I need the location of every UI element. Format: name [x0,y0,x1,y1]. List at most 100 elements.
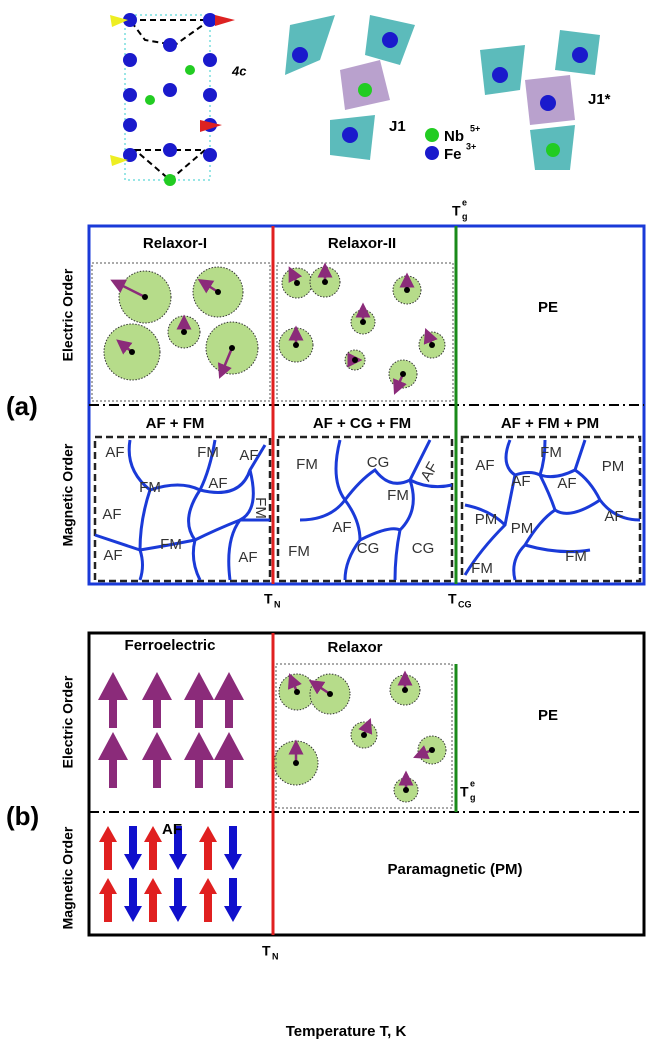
crystal-structure [110,13,600,186]
spin-down [124,878,142,922]
domain-label: FM [387,487,409,504]
panel-b-frame [87,631,646,937]
axis-label: Electric Order [60,268,76,361]
domain-label: FM [288,543,310,560]
j1-star-label: J1* [588,91,611,108]
domain-label: FM [471,560,493,577]
cluster-center [429,747,435,753]
phase-label: PE [538,299,558,316]
polar-clusters [103,262,447,803]
dipole-arrows [98,672,244,922]
domain-box [276,435,454,583]
cluster-center [404,287,410,293]
cluster-center [215,289,221,295]
tg-sub: g [462,211,468,221]
relaxor-box [276,262,454,402]
ferro-arrow [142,732,172,788]
ferro-arrow [98,672,128,728]
domain-label: AF [417,459,441,484]
fe-label: Fe [444,146,462,163]
domain-label: FM [160,536,182,553]
tg-sub: g [470,792,476,802]
phase-label: Paramagnetic (PM) [387,861,522,878]
j1-label: J1 [389,118,406,135]
domain-label: AF [604,508,623,525]
axis-label: Magnetic Order [60,826,76,929]
tg-label: T [452,203,461,219]
nb-charge: 5+ [470,123,480,133]
axis-label: Electric Order [60,675,76,768]
phase-label: Relaxor-II [328,235,396,252]
polar-arrow [308,679,331,696]
domain-label: PM [511,520,534,537]
domain-walls [94,439,641,581]
ferro-arrow [98,732,128,788]
spin-down [224,826,242,870]
cluster-center [429,342,435,348]
ferro-arrow [214,672,244,728]
cluster-center [403,787,409,793]
tn-label: T [264,591,273,607]
tcg-label: T [448,591,457,607]
domain-label: AF [511,473,530,490]
spin-up [199,878,217,922]
domain-label: PM [475,511,498,528]
site-label: 4c [231,63,247,78]
magnetic-phase: AF + FM + PM [501,415,599,432]
fe-charge: 3+ [466,141,476,151]
phase-label: Relaxor-I [143,235,207,252]
polar-arrow [110,279,146,299]
domain-label: FM [296,456,318,473]
cluster-center [400,371,406,377]
domain-label: AF [238,549,257,566]
domain-label: CG [412,540,435,557]
cluster-center [361,732,367,738]
cluster-center [352,357,358,363]
domain-label: AF [105,444,124,461]
cluster-center [293,760,299,766]
cluster-center [294,280,300,286]
panel-label: (a) [6,391,38,421]
ferro-arrow [184,732,214,788]
domain-label: FM [139,479,161,496]
domain-label: CG [357,540,380,557]
axis-label: Magnetic Order [60,443,76,546]
domain-label: AF [102,506,121,523]
ferro-arrow [142,672,172,728]
panel-label: (b) [6,801,39,831]
nb-label: Nb [444,128,464,145]
cluster-center [327,691,333,697]
cluster-center [294,689,300,695]
domain-label: AF [103,547,122,564]
tcg-sub: CG [458,599,472,609]
spin-down [124,826,142,870]
domain-label: AF [475,457,494,474]
domain-label: FM [540,444,562,461]
relaxor-box [275,663,453,809]
domain-label: FM [252,497,269,519]
domain-label: AF [557,475,576,492]
domain-label: FM [197,444,219,461]
spin-up [199,826,217,870]
spin-up [99,826,117,870]
polar-arrow [217,347,234,379]
spin-down [169,826,187,870]
domain-label: CG [367,454,390,471]
cluster-center [181,329,187,335]
tg-sup: e [470,778,475,788]
tg-label: T [460,784,469,800]
domain-label: AF [239,447,258,464]
phase-label: Ferroelectric [125,637,216,654]
tn-sub: N [274,599,281,609]
domain-label: AF [208,475,227,492]
spin-up [144,878,162,922]
domain-label: AF [332,519,351,536]
phase-label: PE [538,707,558,724]
x-axis-label: Temperature T, K [286,1023,407,1040]
relaxor-box [91,262,271,402]
cluster-center [229,345,235,351]
cluster-center [360,319,366,325]
tn-label: T [262,943,271,959]
ferro-arrow [184,672,214,728]
